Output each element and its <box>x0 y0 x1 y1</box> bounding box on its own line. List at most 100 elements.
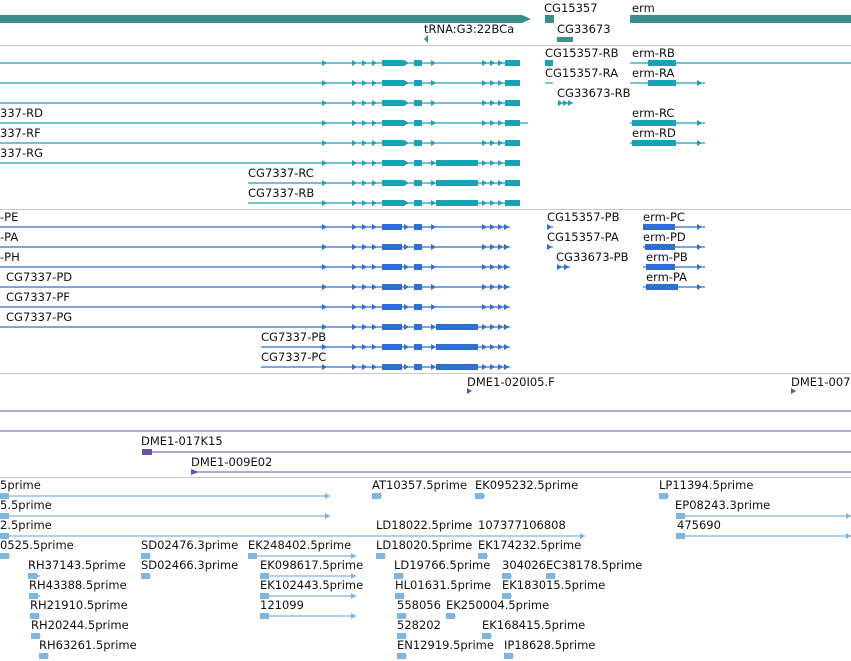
est-feature[interactable] <box>475 493 485 499</box>
est-feature[interactable] <box>446 613 456 619</box>
transcript-cg7337-p[interactable] <box>261 364 510 370</box>
est-label[interactable]: 304026 <box>502 558 546 572</box>
est-feature[interactable] <box>260 613 356 619</box>
transcript-label[interactable]: CG15357-PA <box>547 230 619 244</box>
transcript-cg7337[interactable] <box>248 200 520 206</box>
transcript-cg7337[interactable] <box>0 120 528 126</box>
est-feature[interactable] <box>260 573 356 579</box>
est-label[interactable]: EK168415.5prime <box>482 618 586 632</box>
est-feature[interactable] <box>659 493 669 499</box>
est-feature[interactable] <box>31 633 41 639</box>
transcript-cg15357-rb[interactable] <box>545 60 553 66</box>
gene-label-cg33673[interactable]: CG33673 <box>557 22 611 36</box>
est-label[interactable]: LP11394.5prime <box>659 478 754 492</box>
est-feature[interactable] <box>397 633 407 639</box>
est-feature[interactable] <box>397 653 407 659</box>
transcript-cg7337[interactable] <box>248 180 520 186</box>
est-label[interactable]: 0525.5prime <box>0 538 74 552</box>
est-label[interactable]: 2.5prime <box>0 518 52 532</box>
transcript-cg7337-p[interactable] <box>0 224 510 230</box>
transcript-label[interactable]: 337-RD <box>0 106 43 120</box>
est-feature[interactable] <box>248 553 356 559</box>
gene-bar-erm[interactable] <box>630 15 851 23</box>
transcript-cg7337[interactable] <box>0 140 520 146</box>
est-feature[interactable] <box>260 593 356 599</box>
transcript-label[interactable]: CG7337-PG <box>6 310 73 324</box>
est-feature[interactable] <box>39 653 49 659</box>
transcript-cg15357-pa[interactable] <box>547 244 553 250</box>
transcript-erm-pc[interactable] <box>643 224 705 230</box>
transcript-cg7337[interactable] <box>0 60 520 66</box>
transcript-label[interactable]: CG7337-RC <box>248 166 314 180</box>
gene-label-trna[interactable]: tRNA:G3:22BCa <box>424 22 515 36</box>
transcript-label[interactable]: CG7337-PC <box>261 350 327 364</box>
est-label[interactable]: 121099 <box>260 598 304 612</box>
est-label[interactable]: 475690 <box>677 518 721 532</box>
est-feature[interactable] <box>0 553 10 559</box>
transcript-label[interactable]: CG7337-PD <box>6 270 73 284</box>
est-label[interactable]: SD02466.3prime <box>141 558 239 572</box>
est-label[interactable]: RH21910.5prime <box>30 598 128 612</box>
transcript-cg7337-p[interactable] <box>0 304 510 310</box>
est-label[interactable]: 558056 <box>397 598 441 612</box>
est-label[interactable]: EK095232.5prime <box>475 478 579 492</box>
est-label[interactable]: EK250004.5prime <box>446 598 550 612</box>
transcript-erm-rb[interactable] <box>630 60 851 66</box>
est-feature[interactable] <box>141 573 151 579</box>
transcript-cg33673-rb[interactable] <box>558 100 573 106</box>
transcript-erm-rd[interactable] <box>630 140 705 146</box>
clone-label[interactable]: DME1-007 <box>791 375 851 389</box>
est-label[interactable]: 5prime <box>0 478 41 492</box>
transcript-label[interactable]: erm-PB <box>646 250 688 264</box>
est-label[interactable]: EK102443.5prime <box>260 578 364 592</box>
clone-label[interactable]: DME1-009E02 <box>191 455 273 469</box>
est-feature[interactable] <box>0 513 330 519</box>
transcript-label[interactable]: 337-RG <box>0 146 44 160</box>
transcript-label[interactable]: erm-RB <box>632 46 675 60</box>
transcript-erm-pb[interactable] <box>643 264 705 270</box>
transcript-cg7337[interactable] <box>0 100 520 106</box>
gene-label-erm[interactable]: erm <box>632 1 655 15</box>
est-label[interactable]: 528202 <box>397 618 441 632</box>
est-feature[interactable] <box>482 633 492 639</box>
est-feature[interactable] <box>502 573 512 579</box>
transcript-erm-pa[interactable] <box>643 284 705 290</box>
transcript-cg7337-p[interactable] <box>0 324 510 330</box>
gene-label-cg15357[interactable]: CG15357 <box>544 1 598 15</box>
est-feature[interactable] <box>0 493 330 499</box>
transcript-label[interactable]: CG33673-RB <box>557 86 631 100</box>
est-feature[interactable] <box>502 593 512 599</box>
est-feature[interactable] <box>0 533 585 539</box>
est-label[interactable]: EN12919.5prime <box>397 638 494 652</box>
est-feature[interactable] <box>676 533 851 539</box>
est-feature[interactable] <box>395 593 405 599</box>
est-label[interactable]: RH20244.5prime <box>31 618 129 632</box>
transcript-cg7337-p[interactable] <box>261 344 510 350</box>
transcript-erm-pd[interactable] <box>643 244 705 250</box>
est-label[interactable]: RH63261.5prime <box>39 638 137 652</box>
transcript-label[interactable]: CG15357-PB <box>547 210 620 224</box>
est-label[interactable]: HL01631.5prime <box>395 578 492 592</box>
est-feature[interactable] <box>141 553 151 559</box>
transcript-label[interactable]: CG33673-PB <box>556 250 629 264</box>
transcript-label[interactable]: erm-RA <box>632 66 675 80</box>
est-label[interactable]: EK248402.5prime <box>248 538 352 552</box>
est-label[interactable]: LD18020.5prime <box>376 538 473 552</box>
est-label[interactable]: EK183015.5prime <box>502 578 606 592</box>
est-feature[interactable] <box>478 553 488 559</box>
transcript-cg7337[interactable] <box>0 80 520 86</box>
transcript-label[interactable]: CG15357-RA <box>545 66 619 80</box>
clone-label[interactable]: DME1-017K15 <box>141 434 223 448</box>
est-label[interactable]: RH37143.5prime <box>28 558 126 572</box>
transcript-cg7337-p[interactable] <box>0 244 510 250</box>
est-label[interactable]: EK174232.5prime <box>478 538 582 552</box>
transcript-label[interactable]: erm-RC <box>632 106 675 120</box>
transcript-label[interactable]: CG7337-RB <box>248 186 315 200</box>
transcript-cg7337-p[interactable] <box>0 284 510 290</box>
transcript-label[interactable]: erm-PC <box>643 210 685 224</box>
transcript-label[interactable]: erm-PA <box>646 270 688 284</box>
est-label[interactable]: LD18022.5prime <box>376 518 473 532</box>
est-label[interactable]: EC38178.5prime <box>546 558 643 572</box>
transcript-label[interactable]: CG7337-PF <box>6 290 70 304</box>
transcript-erm-rc[interactable] <box>630 120 705 126</box>
